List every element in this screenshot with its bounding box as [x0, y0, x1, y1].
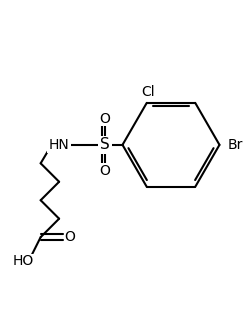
Text: S: S	[100, 137, 110, 152]
Text: O: O	[64, 230, 75, 244]
Text: HN: HN	[49, 138, 70, 152]
Text: Cl: Cl	[141, 85, 155, 99]
Text: Br: Br	[228, 138, 243, 152]
Text: HO: HO	[13, 254, 34, 268]
Text: O: O	[100, 112, 110, 126]
Text: O: O	[100, 164, 110, 178]
